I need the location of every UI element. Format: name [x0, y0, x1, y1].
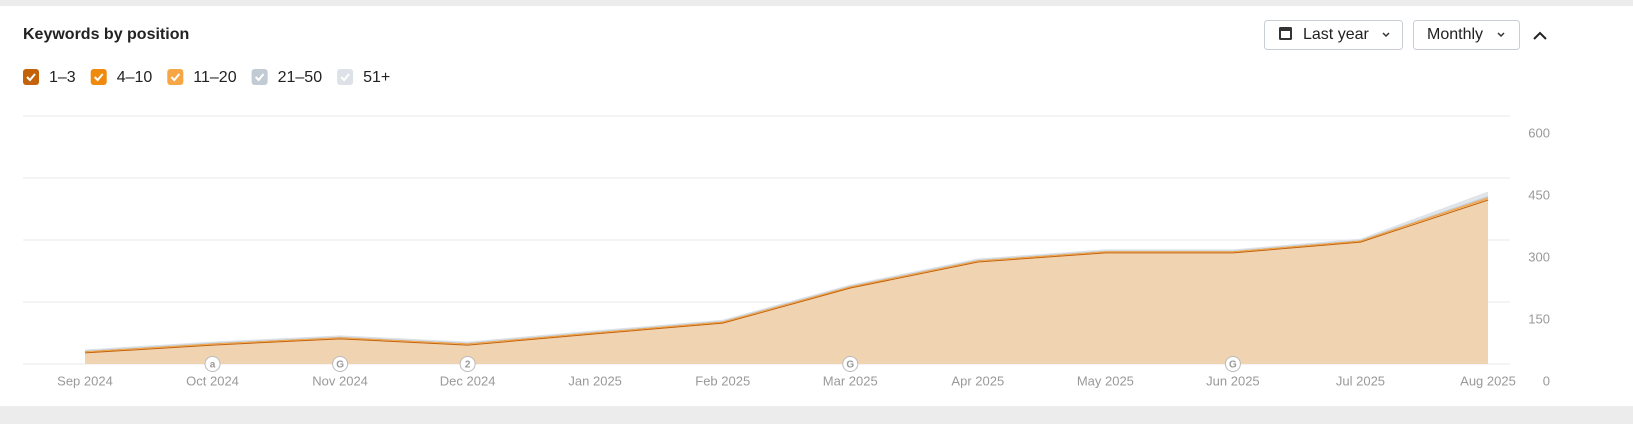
x-tick-label: Feb 2025: [695, 373, 750, 388]
legend-checkbox: [167, 69, 184, 85]
x-tick-label: Nov 2024: [312, 373, 368, 388]
annotation-label: a: [210, 360, 216, 371]
legend-check: [254, 73, 265, 82]
legend-check: [340, 73, 350, 82]
interval-button[interactable]: Monthly: [1413, 20, 1520, 50]
legend-checkbox: [90, 69, 107, 85]
chart: Keywords by position Last year Monthly 1…: [23, 20, 1550, 388]
annotation-label: 2: [465, 360, 471, 371]
x-tick-label: Oct 2024: [186, 373, 239, 388]
legend-item[interactable]: 1–3: [23, 69, 76, 86]
legend-checkbox: [251, 69, 268, 85]
annotation[interactable]: G: [1224, 356, 1241, 372]
y-tick-label: 150: [1528, 311, 1550, 326]
x-tick-label: Aug 2025: [1460, 373, 1516, 388]
legend-label: 21–50: [278, 69, 323, 86]
card: Keywords by position Last year Monthly 1…: [0, 6, 1633, 406]
x-tick-label: Sep 2024: [57, 373, 113, 388]
y-tick-label: 600: [1528, 125, 1550, 140]
legend-label: 1–3: [49, 69, 76, 86]
legend-checkbox: [23, 69, 39, 85]
legend-item[interactable]: 11–20: [167, 69, 237, 86]
legend-checkbox: [337, 69, 354, 85]
legend-check: [26, 73, 36, 82]
annotation-label: G: [336, 360, 344, 371]
annotation[interactable]: G: [332, 356, 349, 372]
legend-item[interactable]: 21–50: [251, 69, 323, 86]
period-button[interactable]: Last year: [1264, 20, 1403, 50]
legend-label: 4–10: [117, 69, 153, 86]
annotation-marker: [1224, 356, 1241, 372]
legend-label: 51+: [363, 69, 390, 86]
annotation[interactable]: 2: [459, 356, 476, 372]
interval-label: Monthly: [1427, 26, 1483, 43]
collapse-button[interactable]: [1533, 31, 1547, 40]
x-tick-label: Jun 2025: [1206, 373, 1260, 388]
legend-check: [170, 73, 181, 82]
area-line: [84, 191, 1489, 351]
annotation-marker: [332, 356, 349, 372]
legend-item[interactable]: 4–10: [90, 69, 153, 86]
annotation-marker: [459, 356, 476, 372]
period-label: Last year: [1303, 26, 1369, 43]
annotation-marker: [204, 356, 221, 372]
x-tick-label: May 2025: [1077, 373, 1134, 388]
x-tick-label: Apr 2025: [951, 373, 1004, 388]
x-tick-label: Jul 2025: [1336, 373, 1385, 388]
legend-check: [93, 73, 104, 82]
annotation-marker: [842, 356, 859, 372]
y-tick-label: 300: [1528, 249, 1550, 264]
annotation[interactable]: a: [204, 356, 221, 372]
chart-title: Keywords by position: [23, 26, 189, 43]
annotation-label: G: [846, 360, 854, 371]
annotation-label: G: [1229, 360, 1237, 371]
y-tick-label: 0: [1543, 373, 1550, 388]
annotation[interactable]: G: [842, 356, 859, 372]
y-tick-label: 450: [1528, 187, 1550, 202]
x-tick-label: Mar 2025: [823, 373, 878, 388]
x-tick-label: Dec 2024: [440, 373, 496, 388]
x-tick-label: Jan 2025: [568, 373, 622, 388]
area-band: [85, 199, 1488, 364]
legend-item[interactable]: 51+: [337, 69, 390, 86]
legend-label: 11–20: [193, 69, 236, 86]
